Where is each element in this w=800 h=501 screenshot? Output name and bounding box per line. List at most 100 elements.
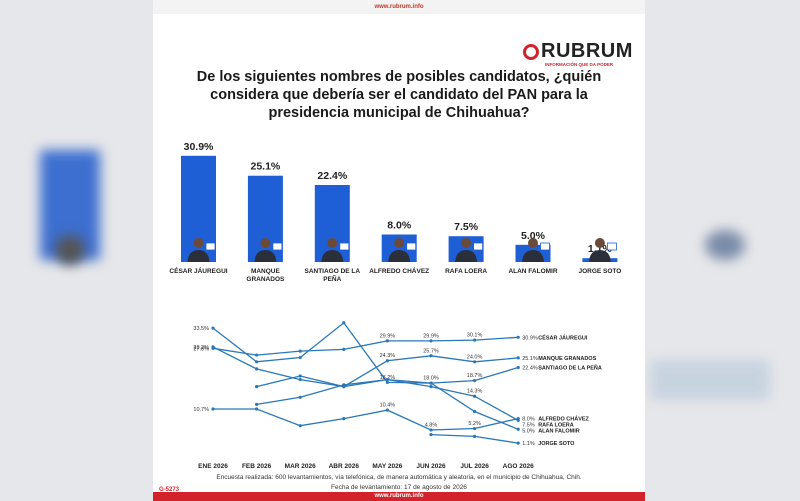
value-label: 18.0%	[423, 376, 439, 382]
pan-badge	[205, 242, 216, 251]
survey-date: Fecha de levantamiento: 17 de agosto de …	[331, 484, 467, 491]
x-tick-label: AGO 2026	[503, 463, 534, 470]
value-label: 24.3%	[380, 353, 396, 359]
data-point	[385, 339, 389, 343]
legend-label: ALFREDO CHÁVEZ	[538, 416, 589, 423]
legend-label: MANQUE GRANADOS	[538, 356, 596, 362]
legend-label: JORGE SOTO	[538, 441, 575, 447]
legend-label: ALAN FALOMIR	[538, 429, 580, 435]
category-label: JORGE SOTO	[578, 268, 622, 275]
value-label: 25.1%	[251, 161, 281, 173]
candidate-photo	[394, 238, 405, 248]
data-point	[255, 353, 259, 357]
data-point	[516, 418, 520, 422]
candidate-photo	[254, 250, 277, 262]
value-label: 24.0%	[467, 354, 483, 360]
pan-badge	[339, 242, 350, 251]
data-point	[516, 365, 520, 370]
data-point	[473, 379, 477, 383]
data-point	[429, 339, 433, 343]
x-tick-label: ENE 2026	[198, 463, 228, 470]
value-label: 8.0%	[522, 417, 535, 423]
data-point	[255, 402, 259, 406]
tagline: INFORMACIÓN QUE DA PODER	[545, 62, 614, 67]
candidate-photo	[260, 238, 271, 248]
candidate-photo	[193, 238, 204, 248]
footnote: Encuesta realizada: 600 levantamientos, …	[216, 474, 582, 481]
data-point	[516, 356, 520, 360]
logo: RUBRUM	[523, 40, 633, 63]
data-point	[211, 407, 215, 411]
blurred-background	[650, 360, 770, 400]
value-label: 7.5%	[454, 221, 479, 233]
data-point	[298, 377, 302, 382]
data-point	[429, 428, 433, 432]
x-tick-label: JUL 2026	[460, 463, 489, 470]
value-label: 30.9%	[184, 141, 214, 153]
legend-label: RAFA LOERA	[538, 423, 574, 429]
value-label: 5.0%	[522, 429, 535, 435]
value-label: 4.8%	[425, 422, 438, 428]
data-point	[255, 385, 259, 389]
value-label: 18.2%	[380, 375, 396, 381]
blurred-background	[55, 235, 85, 265]
series-line	[213, 408, 519, 431]
infographic: www.rubrum.info RUBRUM INFORMACIÓN QUE D…	[153, 0, 645, 501]
chart: 30.9%25.1%22.4%8.0% 7.5%5.0%1.1%ENE 2026 F…	[181, 141, 618, 470]
value-label: 10.7%	[193, 407, 209, 413]
value-label: 8.0%	[387, 220, 412, 232]
data-point	[473, 426, 477, 431]
data-point	[473, 338, 477, 342]
x-tick-label: FEB 2026	[242, 463, 272, 470]
data-point	[385, 377, 389, 382]
value-label: 28.2%	[193, 345, 209, 351]
data-point	[516, 427, 520, 431]
legend-label: SANTIAGO DE LA PEÑA	[538, 364, 602, 371]
x-tick-label: MAY 2026	[372, 463, 402, 470]
value-label: 29.9%	[423, 333, 439, 339]
value-label: 5.0%	[521, 230, 546, 242]
candidate-photo	[388, 250, 411, 262]
data-point	[298, 374, 302, 378]
candidate-photo	[187, 250, 210, 262]
data-point	[473, 394, 477, 398]
value-label: 30.9%	[522, 335, 538, 341]
top-url: www.rubrum.info	[153, 0, 645, 14]
value-label: 30.1%	[467, 333, 483, 339]
data-point	[211, 345, 215, 349]
category-label: ALFREDO CHÁVEZ	[369, 268, 430, 275]
data-point	[429, 385, 433, 389]
category-label: SANTIAGO DE LA PEÑA	[304, 268, 361, 283]
data-point	[255, 367, 259, 371]
code: G-5273	[159, 487, 180, 493]
chart-title: De los siguientes nombres de posibles ca…	[196, 69, 602, 121]
category-label: CÉSAR JÁUREGUI	[169, 268, 228, 275]
data-point	[516, 335, 520, 339]
value-label: 25.1%	[522, 356, 538, 362]
data-point	[298, 349, 302, 353]
category-label: MANQUE GRANADOS	[246, 268, 285, 283]
value-label: 14.3%	[467, 389, 483, 395]
data-point	[298, 424, 302, 428]
data-point	[429, 381, 433, 385]
pan-badge	[272, 242, 283, 251]
data-point	[473, 409, 477, 414]
data-point	[255, 360, 259, 364]
data-point	[516, 441, 520, 445]
data-point	[429, 432, 433, 437]
candidate-photo	[588, 250, 611, 262]
bottom-url: www.rubrum.info	[153, 492, 645, 501]
data-point	[473, 434, 477, 438]
value-label: 22.4%	[522, 365, 538, 371]
category-label: ALAN FALOMIR	[508, 268, 558, 275]
legend-label: CÉSAR JÁUREGUI	[538, 333, 588, 341]
data-point	[298, 395, 302, 399]
data-point	[342, 347, 346, 351]
candidate-photo	[455, 250, 478, 262]
pan-badge	[406, 242, 417, 251]
value-label: 22.4%	[317, 170, 347, 182]
data-point	[255, 407, 259, 411]
value-label: 7.5%	[522, 423, 535, 429]
value-label: 33.5%	[193, 326, 209, 332]
